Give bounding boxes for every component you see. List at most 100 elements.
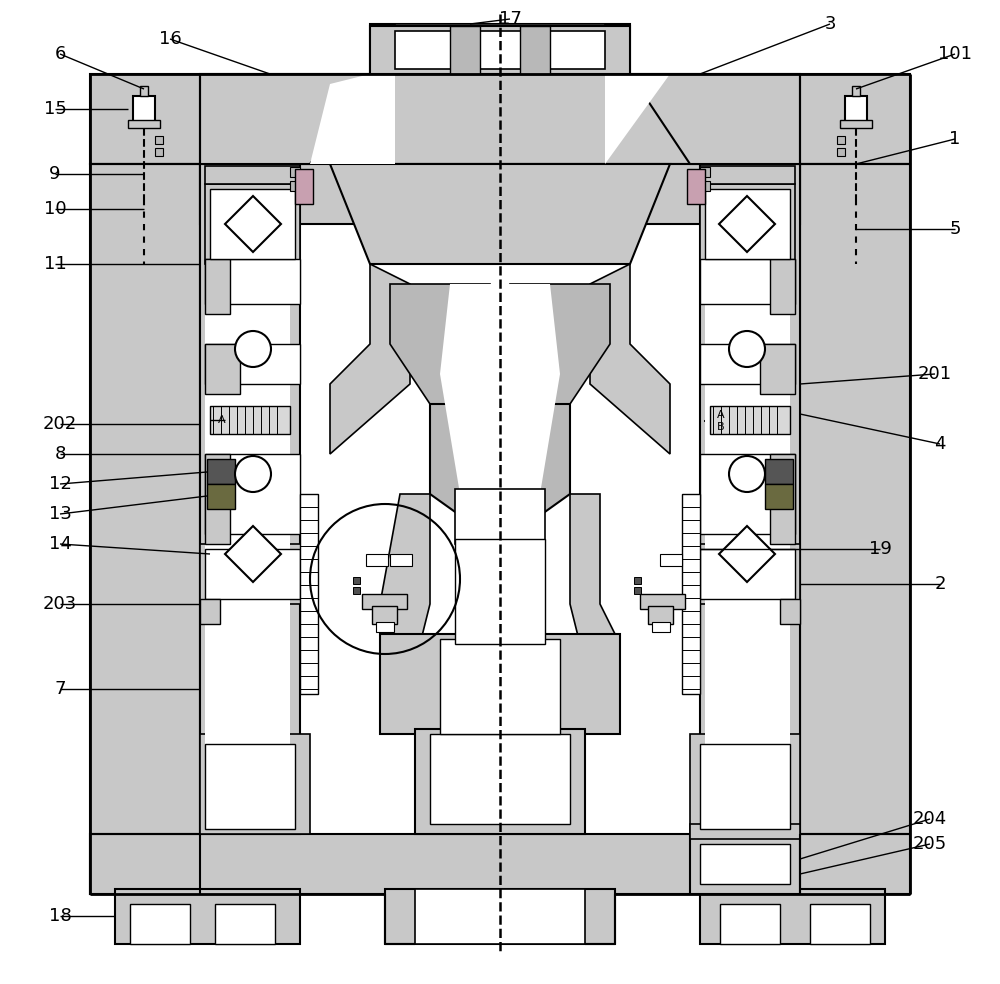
Circle shape bbox=[729, 456, 765, 492]
Bar bbox=[700, 166, 795, 184]
Bar bbox=[210, 406, 290, 434]
Bar bbox=[690, 834, 800, 894]
Circle shape bbox=[235, 456, 271, 492]
Bar bbox=[455, 539, 545, 644]
Polygon shape bbox=[200, 74, 370, 164]
Bar bbox=[200, 544, 310, 604]
Bar bbox=[200, 164, 800, 224]
Bar bbox=[837, 136, 845, 144]
Bar bbox=[700, 181, 710, 191]
Bar bbox=[682, 494, 700, 694]
Bar bbox=[705, 189, 790, 259]
Polygon shape bbox=[330, 264, 410, 454]
Bar bbox=[415, 729, 585, 834]
Polygon shape bbox=[390, 284, 490, 404]
Bar bbox=[837, 148, 845, 156]
Bar bbox=[770, 454, 795, 544]
Bar bbox=[205, 744, 295, 829]
Bar bbox=[634, 587, 641, 594]
Text: A: A bbox=[218, 415, 226, 425]
Bar bbox=[205, 166, 300, 184]
Bar bbox=[205, 174, 290, 824]
Bar bbox=[370, 26, 630, 74]
Bar bbox=[840, 120, 872, 128]
Bar bbox=[200, 164, 300, 834]
Bar bbox=[390, 554, 412, 566]
Text: 16: 16 bbox=[159, 30, 181, 48]
Bar bbox=[200, 734, 310, 834]
Bar bbox=[810, 904, 870, 944]
Text: 14: 14 bbox=[49, 535, 71, 553]
Bar bbox=[700, 549, 795, 599]
Bar bbox=[205, 259, 230, 314]
Text: 11: 11 bbox=[44, 255, 66, 273]
Text: 17: 17 bbox=[499, 10, 521, 28]
Text: 203: 203 bbox=[43, 595, 77, 613]
Polygon shape bbox=[330, 164, 670, 264]
Polygon shape bbox=[605, 74, 670, 164]
Bar bbox=[207, 484, 235, 509]
Bar bbox=[705, 174, 790, 824]
Bar bbox=[760, 344, 795, 394]
Bar bbox=[700, 167, 710, 177]
Bar bbox=[140, 86, 148, 96]
Text: 5: 5 bbox=[949, 220, 961, 238]
Bar bbox=[700, 259, 795, 304]
Polygon shape bbox=[430, 404, 570, 544]
Bar bbox=[765, 484, 793, 509]
Bar bbox=[300, 494, 318, 694]
Bar bbox=[205, 184, 300, 264]
Text: A: A bbox=[717, 410, 725, 420]
Bar bbox=[90, 834, 910, 894]
Bar bbox=[700, 184, 795, 264]
Bar bbox=[290, 181, 300, 191]
Bar bbox=[800, 164, 910, 894]
Bar bbox=[380, 634, 620, 734]
Circle shape bbox=[729, 331, 765, 367]
Bar bbox=[634, 577, 641, 584]
Bar bbox=[700, 889, 885, 944]
Bar bbox=[648, 606, 673, 624]
Bar bbox=[700, 164, 800, 834]
Circle shape bbox=[235, 331, 271, 367]
Text: 10: 10 bbox=[44, 200, 66, 218]
Polygon shape bbox=[380, 494, 430, 644]
Text: 12: 12 bbox=[49, 475, 71, 493]
Bar bbox=[200, 599, 220, 624]
Bar bbox=[690, 734, 800, 834]
Bar bbox=[90, 74, 910, 164]
Polygon shape bbox=[570, 494, 620, 644]
Bar bbox=[430, 734, 570, 824]
Bar bbox=[700, 744, 790, 829]
Bar bbox=[395, 31, 605, 69]
Text: 202: 202 bbox=[43, 415, 77, 433]
Bar bbox=[207, 459, 235, 484]
Bar bbox=[700, 344, 795, 384]
Text: 6: 6 bbox=[54, 45, 66, 63]
Bar bbox=[690, 824, 800, 839]
Bar bbox=[133, 96, 155, 124]
Bar bbox=[295, 169, 313, 204]
Bar bbox=[700, 454, 795, 534]
Bar bbox=[215, 904, 275, 944]
Text: 13: 13 bbox=[49, 505, 71, 523]
Bar bbox=[652, 622, 670, 632]
Bar bbox=[366, 554, 388, 566]
Text: 101: 101 bbox=[938, 45, 972, 63]
Bar bbox=[415, 889, 585, 944]
Bar bbox=[353, 577, 360, 584]
Bar bbox=[155, 136, 163, 144]
Bar bbox=[370, 24, 630, 74]
Bar bbox=[520, 26, 550, 74]
Text: 3: 3 bbox=[824, 15, 836, 33]
Polygon shape bbox=[225, 196, 281, 252]
Bar bbox=[210, 189, 295, 259]
Bar bbox=[376, 622, 394, 632]
Bar bbox=[440, 639, 560, 734]
Text: 9: 9 bbox=[49, 165, 61, 183]
Text: 19: 19 bbox=[869, 540, 891, 558]
Bar bbox=[395, 24, 605, 74]
Bar bbox=[155, 148, 163, 156]
Bar bbox=[845, 96, 867, 124]
Bar bbox=[690, 544, 800, 604]
